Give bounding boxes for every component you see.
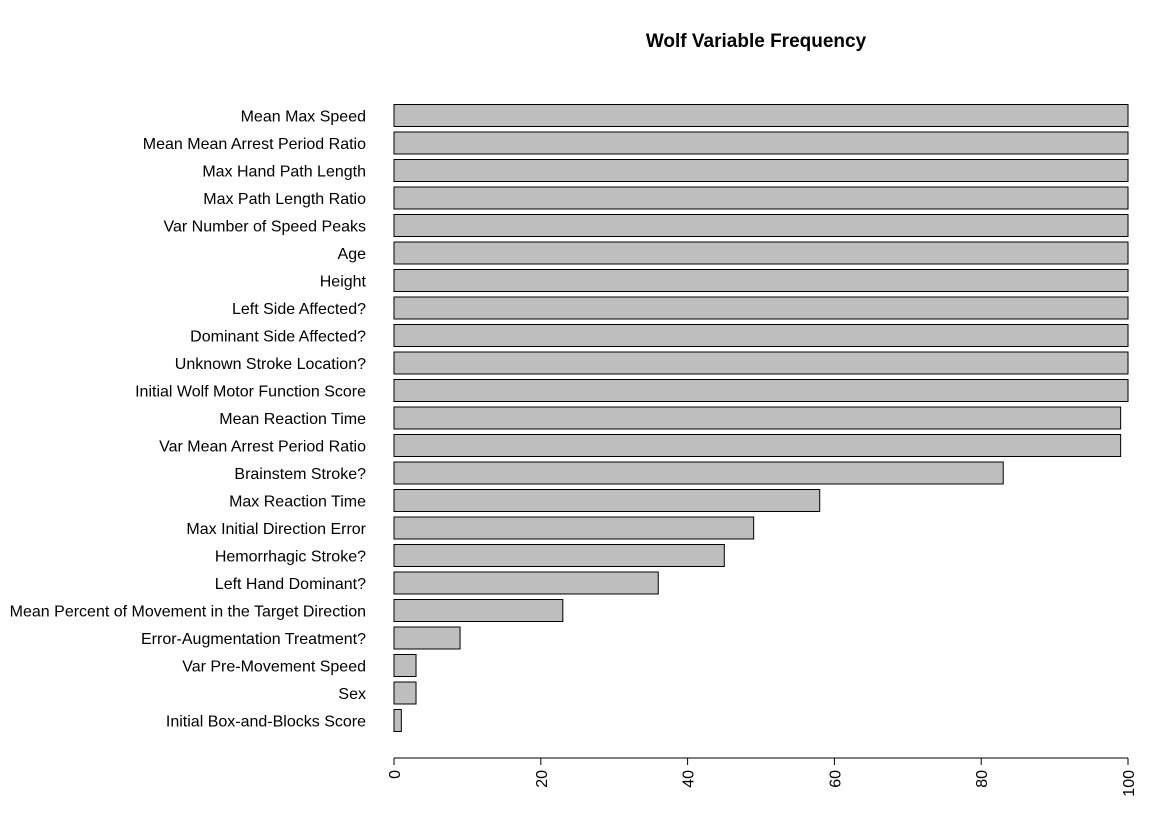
category-label: Error-Augmentation Treatment? <box>141 631 366 648</box>
bar <box>393 186 1129 210</box>
x-tick-label: 0 <box>387 770 404 779</box>
bar <box>393 241 1129 265</box>
category-label: Mean Mean Arrest Period Ratio <box>143 136 366 153</box>
category-label: Unknown Stroke Location? <box>175 356 366 373</box>
x-axis: 0 20 40 60 80 100 <box>387 757 1138 797</box>
bar <box>393 296 1129 320</box>
bar <box>393 489 821 512</box>
category-label: Max Path Length Ratio <box>203 191 366 208</box>
bar <box>393 324 1129 347</box>
chart-title: Wolf Variable Frequency <box>646 31 867 52</box>
category-label: Var Number of Speed Peaks <box>164 219 366 236</box>
bar <box>393 681 417 705</box>
category-label: Var Mean Arrest Period Ratio <box>159 439 366 456</box>
category-label: Mean Percent of Movement in the Target D… <box>10 604 366 621</box>
category-label: Mean Reaction Time <box>219 411 366 428</box>
category-label: Left Side Affected? <box>232 301 366 318</box>
bar <box>393 516 755 540</box>
category-label: Age <box>338 246 367 263</box>
category-label: Mean Max Speed <box>241 109 366 126</box>
category-label: Initial Box-and-Blocks Score <box>166 714 366 731</box>
bar <box>393 599 564 622</box>
category-label: Left Hand Dominant? <box>215 576 366 593</box>
bar <box>393 626 461 650</box>
x-tick-label: 60 <box>827 770 844 788</box>
category-label: Dominant Side Affected? <box>190 329 366 346</box>
x-tick-label: 20 <box>534 770 551 788</box>
bar <box>393 159 1129 182</box>
bar <box>393 379 1129 402</box>
category-label: Var Pre-Movement Speed <box>182 659 366 676</box>
bar <box>393 544 725 567</box>
category-label: Sex <box>338 686 366 703</box>
bar <box>393 654 417 677</box>
category-label: Height <box>320 274 367 291</box>
x-tick-label: 80 <box>974 770 991 788</box>
bar <box>393 709 402 732</box>
bar <box>393 351 1129 375</box>
bar <box>393 269 1129 292</box>
bar <box>393 461 1004 485</box>
category-label: Hemorrhagic Stroke? <box>215 549 366 566</box>
bar <box>393 131 1129 155</box>
x-tick-label: 100 <box>1121 770 1138 797</box>
bar <box>393 434 1122 457</box>
category-label: Brainstem Stroke? <box>234 466 366 483</box>
category-label: Max Initial Direction Error <box>186 521 366 538</box>
bar <box>393 571 659 595</box>
category-label: Initial Wolf Motor Function Score <box>135 384 366 401</box>
bar <box>393 406 1122 430</box>
bars-group <box>393 104 1129 732</box>
bar <box>393 104 1129 127</box>
x-tick-label: 40 <box>681 770 698 788</box>
category-labels-group: Mean Max Speed Mean Mean Arrest Period Ra… <box>10 109 367 731</box>
bar <box>393 214 1129 237</box>
category-label: Max Hand Path Length <box>202 164 366 181</box>
category-label: Max Reaction Time <box>229 494 366 511</box>
